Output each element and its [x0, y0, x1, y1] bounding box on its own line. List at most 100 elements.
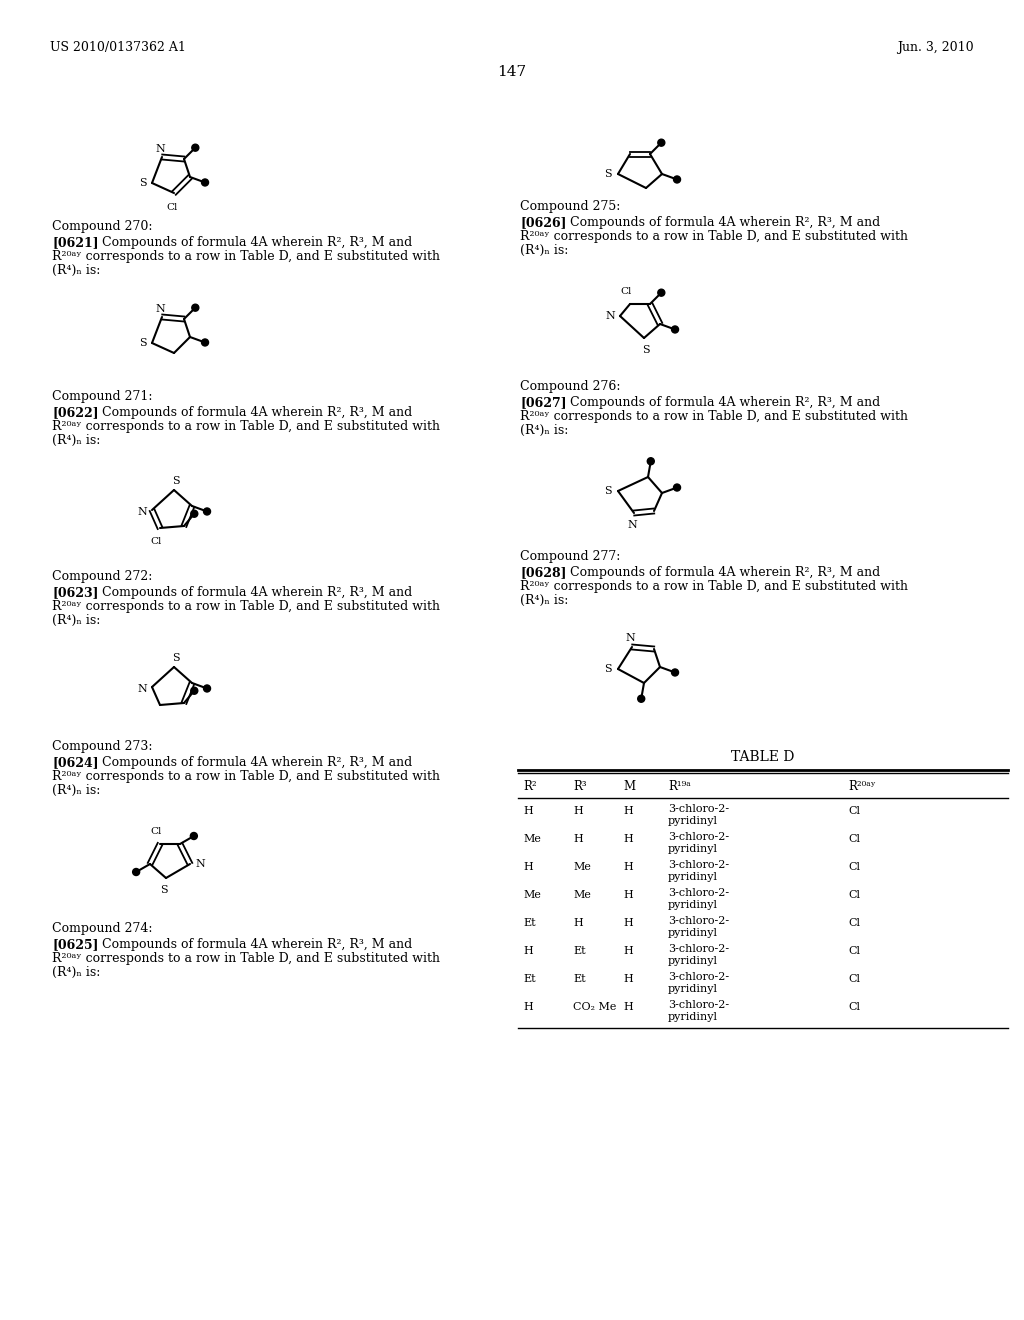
Circle shape: [191, 304, 199, 312]
Text: Cl: Cl: [848, 1002, 860, 1012]
Text: Cl: Cl: [848, 890, 860, 900]
Text: M: M: [623, 780, 635, 793]
Text: 3-chloro-2-: 3-chloro-2-: [668, 888, 729, 898]
Text: H: H: [623, 917, 633, 928]
Text: R²⁰ᵃʸ corresponds to a row in Table D, and E substituted with: R²⁰ᵃʸ corresponds to a row in Table D, a…: [520, 230, 908, 243]
Text: R²⁰ᵃʸ corresponds to a row in Table D, and E substituted with: R²⁰ᵃʸ corresponds to a row in Table D, a…: [52, 952, 440, 965]
Text: N: N: [137, 684, 146, 694]
Text: TABLE D: TABLE D: [731, 750, 795, 764]
Text: Cl: Cl: [848, 946, 860, 956]
Text: Compound 275:: Compound 275:: [520, 201, 621, 213]
Text: R²⁰ᵃʸ corresponds to a row in Table D, and E substituted with: R²⁰ᵃʸ corresponds to a row in Table D, a…: [520, 411, 908, 422]
Text: Compound 277:: Compound 277:: [520, 550, 621, 564]
Text: Compounds of formula 4A wherein R², R³, M and: Compounds of formula 4A wherein R², R³, …: [94, 236, 413, 249]
Text: R²⁰ᵃʸ corresponds to a row in Table D, and E substituted with: R²⁰ᵃʸ corresponds to a row in Table D, a…: [520, 579, 908, 593]
Circle shape: [202, 180, 209, 186]
Circle shape: [638, 696, 645, 702]
Circle shape: [133, 869, 139, 875]
Text: H: H: [573, 807, 583, 816]
Text: US 2010/0137362 A1: US 2010/0137362 A1: [50, 41, 186, 54]
Text: H: H: [623, 946, 633, 956]
Text: 3-chloro-2-: 3-chloro-2-: [668, 804, 729, 814]
Text: 3-chloro-2-: 3-chloro-2-: [668, 832, 729, 842]
Text: N: N: [627, 520, 637, 531]
Circle shape: [657, 139, 665, 147]
Text: Compounds of formula 4A wherein R², R³, M and: Compounds of formula 4A wherein R², R³, …: [94, 756, 413, 770]
Text: 147: 147: [498, 65, 526, 79]
Circle shape: [647, 458, 654, 465]
Text: Me: Me: [573, 890, 591, 900]
Text: H: H: [523, 1002, 532, 1012]
Text: (R⁴)ₙ is:: (R⁴)ₙ is:: [520, 244, 568, 257]
Text: H: H: [623, 807, 633, 816]
Text: Compound 274:: Compound 274:: [52, 921, 153, 935]
Text: N: N: [196, 859, 205, 869]
Text: Compounds of formula 4A wherein R², R³, M and: Compounds of formula 4A wherein R², R³, …: [94, 586, 413, 599]
Text: R²⁰ᵃʸ corresponds to a row in Table D, and E substituted with: R²⁰ᵃʸ corresponds to a row in Table D, a…: [52, 420, 440, 433]
Text: Cl: Cl: [848, 834, 860, 843]
Text: Et: Et: [523, 917, 536, 928]
Text: pyridinyl: pyridinyl: [668, 928, 718, 939]
Circle shape: [190, 688, 198, 694]
Text: S: S: [604, 664, 611, 675]
Text: Compounds of formula 4A wherein R², R³, M and: Compounds of formula 4A wherein R², R³, …: [94, 939, 413, 950]
Text: Compounds of formula 4A wherein R², R³, M and: Compounds of formula 4A wherein R², R³, …: [562, 396, 881, 409]
Text: N: N: [605, 312, 614, 321]
Text: [0624]: [0624]: [52, 756, 98, 770]
Text: S: S: [139, 178, 146, 187]
Text: Cl: Cl: [151, 828, 162, 837]
Text: [0625]: [0625]: [52, 939, 98, 950]
Text: R²: R²: [523, 780, 537, 793]
Text: Et: Et: [523, 974, 536, 983]
Text: R³: R³: [573, 780, 587, 793]
Text: (R⁴)ₙ is:: (R⁴)ₙ is:: [520, 424, 568, 437]
Circle shape: [190, 833, 198, 840]
Text: [0628]: [0628]: [520, 566, 566, 579]
Text: N: N: [155, 304, 165, 314]
Text: H: H: [623, 890, 633, 900]
Text: (R⁴)ₙ is:: (R⁴)ₙ is:: [52, 614, 100, 627]
Circle shape: [204, 508, 211, 515]
Text: S: S: [172, 653, 180, 663]
Text: R²⁰ᵃʸ corresponds to a row in Table D, and E substituted with: R²⁰ᵃʸ corresponds to a row in Table D, a…: [52, 770, 440, 783]
Text: Compound 276:: Compound 276:: [520, 380, 621, 393]
Text: [0626]: [0626]: [520, 216, 566, 228]
Circle shape: [674, 176, 681, 183]
Text: Compound 272:: Compound 272:: [52, 570, 153, 583]
Circle shape: [191, 144, 199, 152]
Text: [0621]: [0621]: [52, 236, 98, 249]
Text: S: S: [160, 884, 168, 895]
Text: H: H: [623, 974, 633, 983]
Text: Cl: Cl: [848, 807, 860, 816]
Text: H: H: [523, 807, 532, 816]
Text: 3-chloro-2-: 3-chloro-2-: [668, 916, 729, 927]
Text: N: N: [155, 144, 165, 154]
Text: H: H: [573, 917, 583, 928]
Text: (R⁴)ₙ is:: (R⁴)ₙ is:: [520, 594, 568, 607]
Text: R²⁰ᵃʸ corresponds to a row in Table D, and E substituted with: R²⁰ᵃʸ corresponds to a row in Table D, a…: [52, 249, 440, 263]
Text: Cl: Cl: [621, 288, 632, 297]
Text: (R⁴)ₙ is:: (R⁴)ₙ is:: [52, 966, 100, 979]
Text: Cl: Cl: [848, 917, 860, 928]
Text: pyridinyl: pyridinyl: [668, 900, 718, 909]
Text: Me: Me: [523, 890, 541, 900]
Text: Cl: Cl: [848, 862, 860, 873]
Text: 3-chloro-2-: 3-chloro-2-: [668, 1001, 729, 1010]
Text: pyridinyl: pyridinyl: [668, 873, 718, 882]
Text: Cl: Cl: [848, 974, 860, 983]
Text: Et: Et: [573, 946, 586, 956]
Text: N: N: [137, 507, 146, 517]
Text: Compound 270:: Compound 270:: [52, 220, 153, 234]
Text: Me: Me: [573, 862, 591, 873]
Text: H: H: [523, 862, 532, 873]
Text: 3-chloro-2-: 3-chloro-2-: [668, 972, 729, 982]
Text: Compound 273:: Compound 273:: [52, 741, 153, 752]
Text: Me: Me: [523, 834, 541, 843]
Text: 3-chloro-2-: 3-chloro-2-: [668, 861, 729, 870]
Text: Compounds of formula 4A wherein R², R³, M and: Compounds of formula 4A wherein R², R³, …: [562, 566, 881, 579]
Text: S: S: [172, 477, 180, 486]
Text: [0622]: [0622]: [52, 407, 98, 418]
Circle shape: [202, 339, 209, 346]
Text: (R⁴)ₙ is:: (R⁴)ₙ is:: [52, 434, 100, 447]
Text: H: H: [623, 862, 633, 873]
